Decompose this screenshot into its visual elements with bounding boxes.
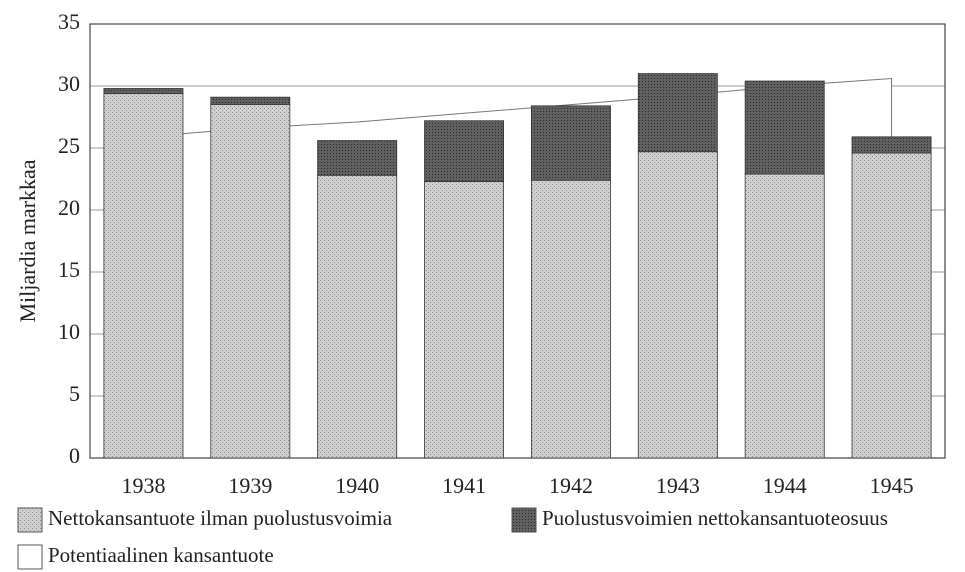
y-tick-label: 25	[58, 133, 80, 158]
legend-label: Puolustusvoimien nettokansantuoteosuus	[542, 506, 888, 530]
x-tick-label: 1944	[763, 473, 807, 498]
y-tick-label: 30	[58, 71, 80, 96]
bar-segment	[317, 174, 398, 459]
bar-segment	[530, 179, 611, 459]
y-tick-label: 15	[58, 257, 80, 282]
x-tick-label: 1940	[335, 473, 379, 498]
bar-segment	[637, 73, 718, 153]
bar-segment	[210, 104, 291, 459]
x-tick-label: 1939	[228, 473, 272, 498]
y-tick-label: 35	[58, 9, 80, 34]
y-tick-label: 20	[58, 195, 80, 220]
bar-segment	[851, 152, 932, 459]
legend: Nettokansantuote ilman puolustusvoimia Pu…	[17, 506, 888, 570]
bar-segment	[317, 140, 398, 176]
bar-segment	[210, 96, 291, 106]
x-tick-label: 1942	[549, 473, 593, 498]
y-tick-label: 5	[69, 381, 80, 406]
y-tick-label: 0	[69, 443, 80, 468]
bar-segment	[103, 88, 184, 94]
y-axis-label: Miljardia markkaa	[15, 159, 40, 322]
bar-segment	[424, 181, 505, 459]
x-tick-label: 1938	[121, 473, 165, 498]
x-tick-label: 1943	[656, 473, 700, 498]
bar-segment	[103, 93, 184, 459]
legend-swatch	[511, 507, 537, 533]
y-tick-label: 10	[58, 319, 80, 344]
legend-label: Potentiaalinen kansantuote	[48, 543, 274, 567]
bar-segment	[851, 136, 932, 154]
bar-segment	[744, 80, 825, 175]
bar-segment	[424, 120, 505, 182]
x-tick-label: 1945	[870, 473, 914, 498]
bar-segment	[637, 151, 718, 459]
bar-segment	[744, 173, 825, 459]
legend-swatch	[17, 507, 43, 533]
legend-label: Nettokansantuote ilman puolustusvoimia	[48, 506, 393, 530]
legend-swatch	[17, 544, 43, 570]
bar-segment	[530, 105, 611, 181]
plot-frame	[89, 23, 946, 459]
x-tick-label: 1941	[442, 473, 486, 498]
